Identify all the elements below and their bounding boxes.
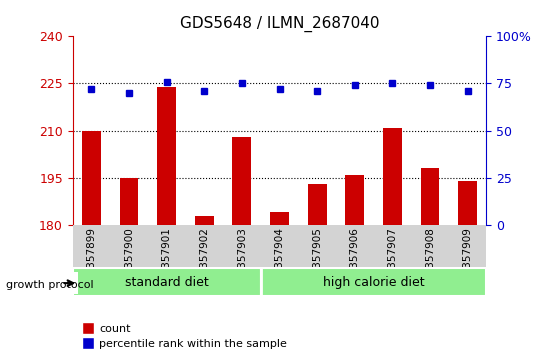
Text: high calorie diet: high calorie diet — [323, 276, 424, 289]
Bar — [270, 212, 289, 225]
Bar — [82, 131, 101, 225]
Text: GSM1357899: GSM1357899 — [87, 227, 97, 297]
Bar — [383, 127, 402, 225]
Title: GDS5648 / ILMN_2687040: GDS5648 / ILMN_2687040 — [180, 16, 379, 32]
Legend: count, percentile rank within the sample: count, percentile rank within the sample — [78, 319, 292, 354]
Bar — [120, 178, 139, 225]
Text: GSM1357903: GSM1357903 — [237, 227, 247, 297]
Bar — [233, 137, 252, 225]
Text: GSM1357905: GSM1357905 — [312, 227, 322, 297]
Text: GSM1357902: GSM1357902 — [200, 227, 209, 297]
Text: GSM1357907: GSM1357907 — [387, 227, 397, 297]
Text: GSM1357900: GSM1357900 — [124, 227, 134, 297]
Bar — [345, 175, 364, 225]
Text: GSM1357901: GSM1357901 — [162, 227, 172, 297]
Text: standard diet: standard diet — [125, 276, 209, 289]
Bar — [195, 216, 214, 225]
FancyBboxPatch shape — [73, 268, 260, 296]
Bar — [458, 181, 477, 225]
FancyBboxPatch shape — [260, 268, 486, 296]
Bar — [420, 168, 439, 225]
Bar — [307, 184, 326, 225]
Text: GSM1357906: GSM1357906 — [350, 227, 359, 297]
Text: growth protocol: growth protocol — [6, 280, 93, 290]
Text: GSM1357908: GSM1357908 — [425, 227, 435, 297]
Text: GSM1357909: GSM1357909 — [462, 227, 472, 297]
Text: GSM1357904: GSM1357904 — [274, 227, 285, 297]
Bar — [157, 87, 176, 225]
